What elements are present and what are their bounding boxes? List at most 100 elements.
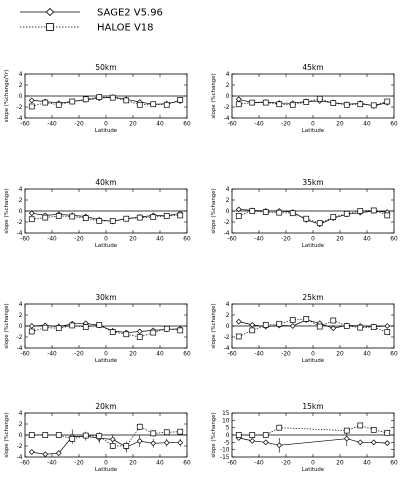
x-tick-label: 60 — [183, 352, 191, 358]
data-point-haloe — [303, 316, 310, 322]
y-tick-label: 2 — [226, 83, 230, 89]
y-axis-label: slope (%change/Yr) — [4, 70, 10, 123]
chart-panel: 15km-60 -40 -20 0 20 40 60-15-10-5051015Latitu… — [211, 402, 398, 473]
data-point-haloe — [343, 427, 350, 434]
x-tick-label: -40 — [47, 237, 57, 243]
data-point-sage2 — [42, 451, 49, 458]
data-point-haloe — [357, 324, 364, 331]
y-tick-label: -2 — [17, 335, 23, 341]
x-tick-label: 40 — [156, 122, 164, 128]
data-point-haloe — [69, 98, 76, 105]
y-tick-label: 2 — [19, 422, 23, 428]
data-point-haloe — [316, 95, 323, 102]
data-point-haloe — [303, 215, 310, 222]
x-axis-label: Latitude — [302, 243, 325, 249]
data-point-haloe — [163, 325, 170, 332]
legend: SAGE2 V5.96 HALOE V18 — [20, 8, 163, 34]
data-point-haloe — [235, 432, 242, 438]
panel-title: 45km — [302, 63, 323, 72]
x-tick-label: 0 — [311, 352, 315, 358]
y-tick-label: -4 — [17, 346, 23, 352]
data-point-haloe — [82, 96, 89, 103]
y-tick-label: 0 — [19, 209, 23, 215]
data-point-haloe — [42, 324, 49, 331]
data-point-sage2 — [55, 450, 62, 457]
y-tick-label: 4 — [19, 72, 23, 78]
y-tick-label: 0 — [19, 94, 23, 100]
x-tick-label: -40 — [47, 122, 57, 128]
data-point-haloe — [150, 430, 157, 437]
x-tick-label: 40 — [363, 237, 371, 243]
x-tick-label: 0 — [104, 237, 108, 243]
y-axis-label: slope (%change) — [4, 188, 10, 233]
x-tick-label: 20 — [336, 461, 344, 467]
data-point-haloe — [357, 422, 364, 429]
data-point-haloe — [370, 207, 377, 214]
y-tick-label: -4 — [224, 231, 230, 237]
data-point-haloe — [357, 101, 364, 108]
x-tick-label: 20 — [336, 352, 344, 358]
data-point-haloe — [123, 443, 130, 449]
data-point-sage2 — [136, 328, 143, 335]
data-point-haloe — [262, 322, 269, 328]
data-point-haloe — [262, 209, 269, 215]
data-point-haloe — [82, 324, 89, 330]
x-tick-label: -40 — [254, 237, 264, 243]
data-point-sage2 — [330, 325, 337, 332]
data-point-haloe — [249, 208, 256, 214]
panel-title: 30km — [95, 293, 116, 302]
data-point-sage2 — [249, 322, 256, 328]
y-tick-label: 2 — [19, 313, 23, 319]
data-point-sage2 — [262, 439, 269, 446]
y-tick-label: 2 — [226, 198, 230, 204]
y-tick-label: -15 — [220, 455, 230, 461]
data-point-haloe — [55, 213, 62, 219]
data-point-haloe — [249, 432, 256, 438]
data-point-sage2 — [384, 323, 391, 329]
series-line-sage2 — [31, 435, 181, 455]
legend-label-haloe: HALOE V18 — [97, 23, 154, 34]
x-axis-label: Latitude — [95, 358, 118, 364]
data-point-haloe — [276, 424, 283, 431]
series-line-sage2 — [31, 212, 181, 222]
data-point-haloe — [28, 432, 35, 438]
data-point-sage2 — [289, 323, 296, 329]
x-tick-label: 20 — [129, 237, 137, 243]
x-tick-label: -60 — [227, 352, 237, 358]
data-point-haloe — [343, 323, 350, 329]
data-point-haloe — [370, 427, 377, 433]
data-point-sage2 — [249, 437, 256, 444]
series-line-sage2 — [31, 96, 181, 105]
x-tick-label: -40 — [254, 352, 264, 358]
series-line-haloe — [31, 215, 181, 222]
data-point-haloe — [28, 216, 35, 223]
x-tick-label: -20 — [281, 237, 291, 243]
legend-marker-diamond — [45, 7, 55, 17]
x-tick-label: 40 — [363, 461, 371, 467]
data-point-haloe — [109, 443, 116, 449]
series-line-haloe — [238, 425, 388, 436]
y-axis-label: slope (%change) — [211, 73, 217, 118]
data-point-sage2 — [163, 439, 170, 446]
y-axis-label: slope (%change) — [211, 188, 217, 233]
data-point-haloe — [96, 218, 103, 224]
y-tick-label: 4 — [226, 302, 230, 308]
data-point-haloe — [55, 432, 62, 438]
series-line-haloe — [31, 426, 181, 447]
x-tick-label: -40 — [254, 122, 264, 128]
x-tick-label: -20 — [74, 461, 84, 467]
x-tick-label: 60 — [390, 461, 398, 467]
x-tick-label: 60 — [183, 122, 191, 128]
y-tick-label: -2 — [224, 220, 230, 226]
data-point-haloe — [330, 214, 337, 220]
data-point-haloe — [136, 214, 143, 221]
x-axis-label: Latitude — [95, 467, 118, 473]
y-tick-label: 4 — [19, 302, 23, 308]
y-tick-label: 4 — [19, 187, 23, 193]
y-tick-label: 0 — [226, 433, 230, 439]
data-point-haloe — [96, 322, 103, 328]
y-tick-label: -10 — [220, 448, 230, 454]
panel-title: 15km — [302, 402, 323, 411]
x-tick-label: 40 — [156, 237, 164, 243]
